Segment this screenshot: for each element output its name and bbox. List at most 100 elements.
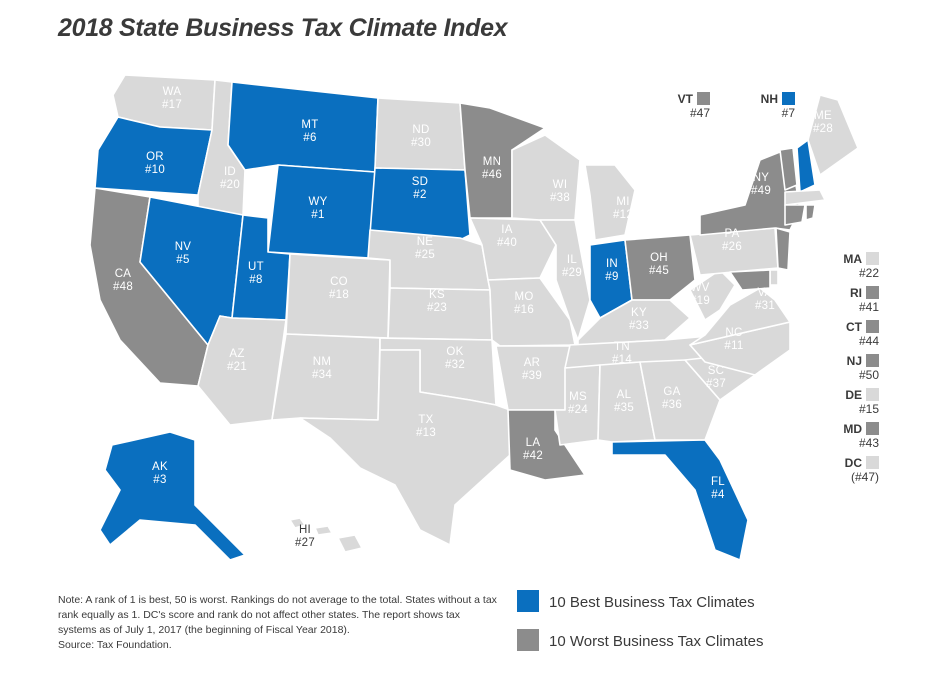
state-code-sc: SC xyxy=(708,365,725,377)
callout-dc: DC (#47) xyxy=(819,456,879,484)
state-code-wv: WV xyxy=(690,282,709,294)
state-code-in: IN xyxy=(606,258,618,270)
callout-code: CT xyxy=(846,320,862,334)
callout-ct: CT #44 xyxy=(819,320,879,348)
state-rank-fl: #4 xyxy=(711,489,725,501)
callout-code: MA xyxy=(843,252,862,266)
callout-swatch xyxy=(866,354,879,367)
state-oh xyxy=(624,234,696,301)
footnote: Note: A rank of 1 is best, 50 is worst. … xyxy=(58,593,498,653)
state-code-la: LA xyxy=(526,437,541,449)
state-rank-wa: #17 xyxy=(162,99,182,111)
callout-code: DE xyxy=(845,388,862,402)
state-rank-pa: #26 xyxy=(722,241,742,253)
state-az xyxy=(197,315,287,426)
state-ri xyxy=(805,204,816,221)
state-code-ut: UT xyxy=(248,261,264,273)
state-rank-hi: #27 xyxy=(295,537,315,549)
state-rank-mn: #46 xyxy=(482,169,502,181)
state-code-wy: WY xyxy=(308,196,327,208)
state-rank-wv: #19 xyxy=(690,295,710,307)
callout-ri: RI #41 xyxy=(819,286,879,314)
state-code-ak: AK xyxy=(152,461,168,473)
state-wi xyxy=(511,134,581,221)
callout-code: VT xyxy=(677,92,693,106)
state-code-il: IL xyxy=(567,254,577,266)
callout-code: NH xyxy=(760,92,778,106)
state-code-fl: FL xyxy=(711,476,725,488)
state-rank-sc: #37 xyxy=(706,378,726,390)
callout-rank: #22 xyxy=(858,266,879,280)
state-code-wi: WI xyxy=(553,179,568,191)
state-hi xyxy=(289,517,363,553)
state-code-hi: HI xyxy=(299,524,311,536)
callout-rank: #44 xyxy=(858,334,879,348)
state-rank-ky: #33 xyxy=(629,320,649,332)
state-code-ok: OK xyxy=(446,346,463,358)
legend-best-swatch xyxy=(517,590,539,612)
state-rank-nd: #30 xyxy=(411,137,431,149)
legend-worst-swatch xyxy=(517,629,539,651)
legend-best: 10 Best Business Tax Climates xyxy=(517,590,755,612)
state-rank-ar: #39 xyxy=(522,370,542,382)
state-sd xyxy=(369,167,471,241)
state-rank-mi: #12 xyxy=(613,209,633,221)
state-code-mo: MO xyxy=(514,291,533,303)
callout-rank: #47 xyxy=(689,106,710,120)
state-rank-ia: #40 xyxy=(497,237,517,249)
state-rank-co: #18 xyxy=(329,289,349,301)
state-fl xyxy=(611,439,749,561)
callout-swatch xyxy=(866,286,879,299)
state-code-az: AZ xyxy=(229,348,244,360)
callout-swatch xyxy=(782,92,795,105)
state-rank-la: #42 xyxy=(523,450,543,462)
state-code-pa: PA xyxy=(724,228,739,240)
callout-code: MD xyxy=(843,422,862,436)
state-code-mt: MT xyxy=(301,119,318,131)
state-rank-mt: #6 xyxy=(303,132,316,144)
state-rank-ak: #3 xyxy=(153,474,166,486)
state-nj xyxy=(775,227,791,271)
state-mi xyxy=(584,164,636,241)
state-rank-ks: #23 xyxy=(427,302,447,314)
state-code-ne: NE xyxy=(417,236,434,248)
state-code-wa: WA xyxy=(163,86,182,98)
state-rank-az: #21 xyxy=(227,361,247,373)
callout-rank: #50 xyxy=(858,368,879,382)
state-rank-sd: #2 xyxy=(413,189,426,201)
state-code-nm: NM xyxy=(313,356,332,368)
callout-code: DC xyxy=(844,456,862,470)
state-de xyxy=(769,269,779,286)
state-rank-al: #35 xyxy=(614,402,634,414)
callout-md: MD #43 xyxy=(819,422,879,450)
state-rank-ms: #24 xyxy=(568,404,588,416)
callout-swatch xyxy=(866,388,879,401)
state-code-id: ID xyxy=(224,166,236,178)
state-rank-id: #20 xyxy=(220,179,240,191)
state-il xyxy=(539,219,591,341)
state-code-nc: NC xyxy=(725,327,742,339)
callout-de: DE #15 xyxy=(819,388,879,416)
state-code-oh: OH xyxy=(650,252,668,264)
map-title: 2018 State Business Tax Climate Index xyxy=(58,14,508,42)
state-rank-va: #31 xyxy=(755,300,775,312)
callout-code: RI xyxy=(850,286,862,300)
state-rank-tx: #13 xyxy=(416,427,436,439)
state-rank-ut: #8 xyxy=(249,274,262,286)
state-code-ar: AR xyxy=(524,357,541,369)
legend-best-label: 10 Best Business Tax Climates xyxy=(549,594,755,611)
state-code-co: CO xyxy=(330,276,348,288)
callout-swatch xyxy=(866,456,879,469)
state-tx xyxy=(299,349,511,546)
note-text: Note: A rank of 1 is best, 50 is worst. … xyxy=(58,594,497,636)
state-code-sd: SD xyxy=(412,176,429,188)
state-code-ky: KY xyxy=(631,307,647,319)
state-rank-ne: #25 xyxy=(415,249,435,261)
state-code-nd: ND xyxy=(412,124,429,136)
state-rank-wi: #38 xyxy=(550,192,570,204)
state-code-ca: CA xyxy=(115,268,132,280)
callout-rank: #15 xyxy=(858,402,879,416)
callout-rank: (#47) xyxy=(850,470,879,484)
legend-worst-label: 10 Worst Business Tax Climates xyxy=(549,633,764,650)
